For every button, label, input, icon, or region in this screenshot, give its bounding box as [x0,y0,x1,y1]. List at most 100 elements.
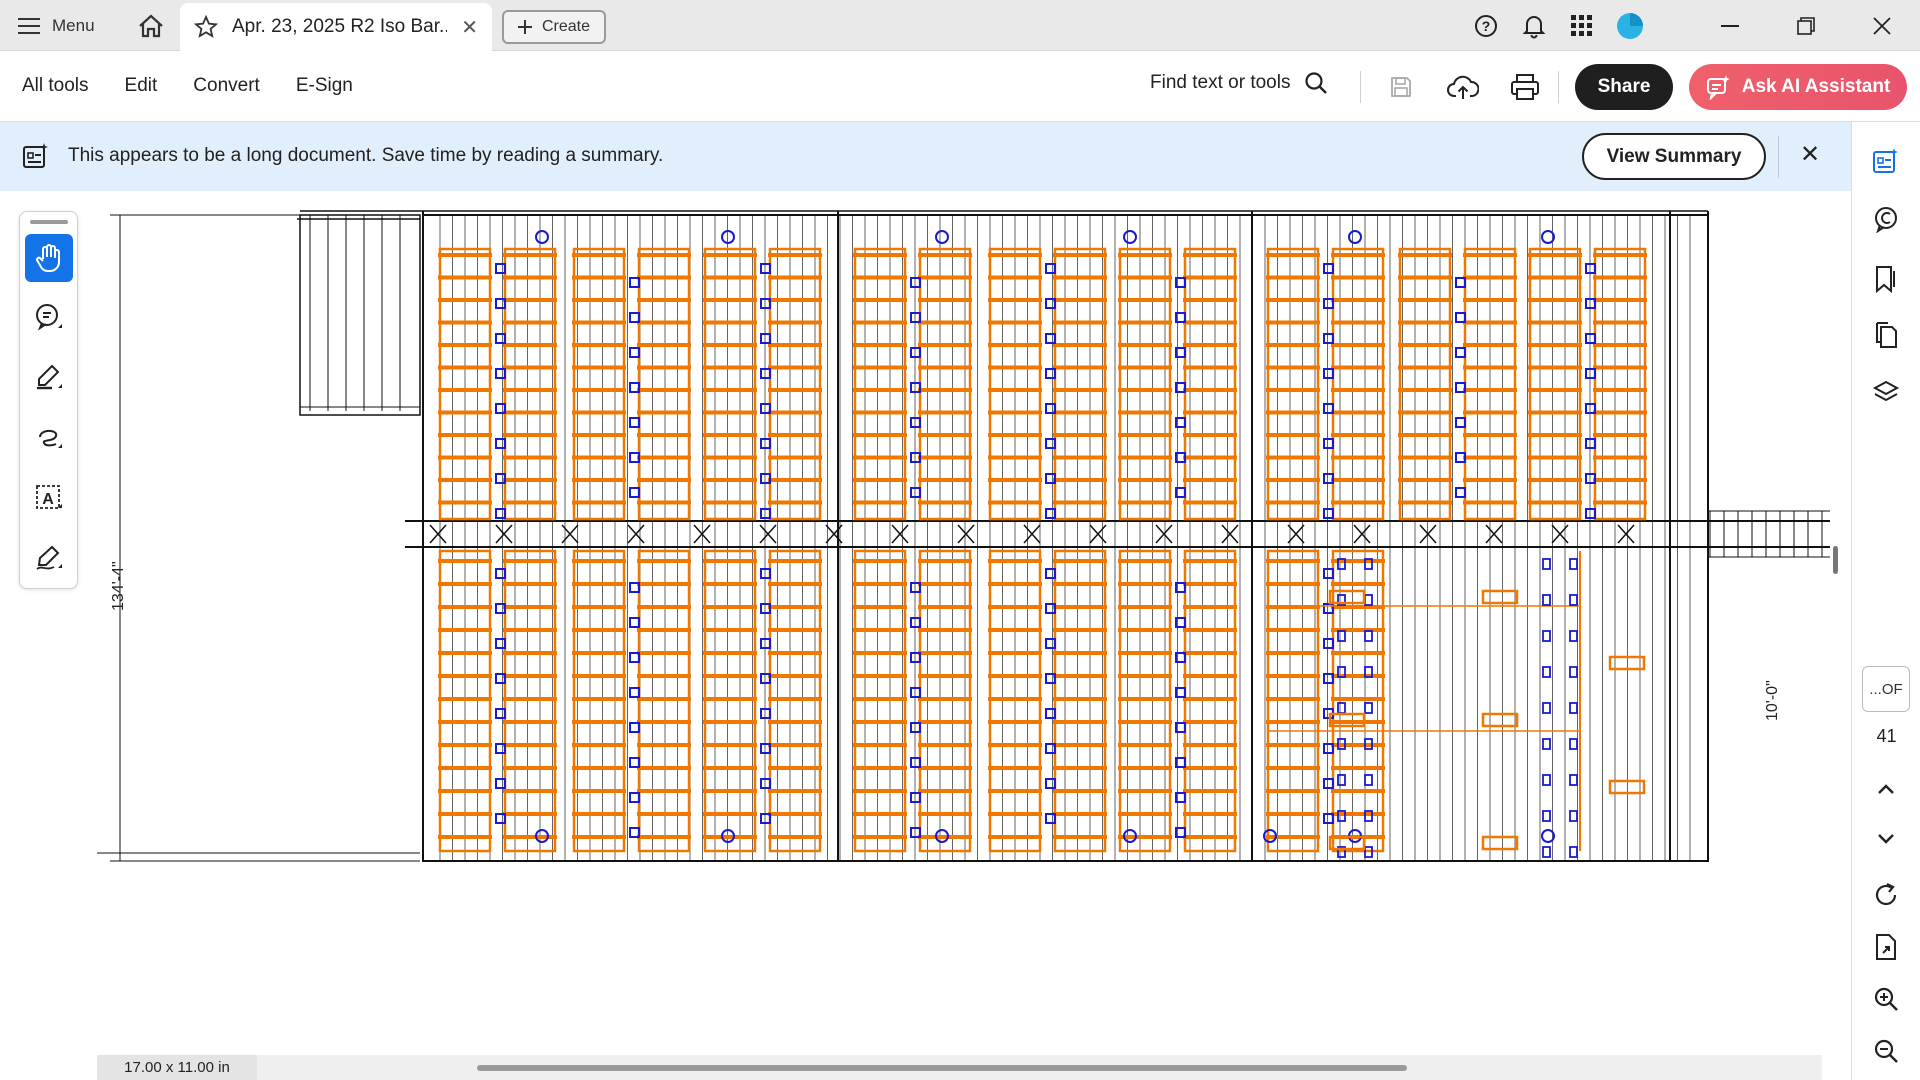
generative-summary-icon [1873,148,1898,173]
banner-close-icon[interactable]: ✕ [1800,141,1821,168]
layers-icon [1872,380,1900,402]
quick-tools-panel: A [19,211,78,589]
create-label: Create [541,18,591,35]
close-window-icon [1873,16,1891,35]
esign-menu[interactable]: E-Sign [295,75,353,96]
minimize-icon [1721,24,1739,27]
all-tools-menu[interactable]: All tools [22,75,89,96]
avatar-icon [1617,12,1643,39]
chevron-down-icon [1878,834,1894,844]
comment-tool-button[interactable] [25,294,73,342]
menu-button[interactable]: Menu [18,10,95,42]
ask-ai-label: Ask AI Assistant [1741,76,1891,97]
edit-menu[interactable]: Edit [124,75,158,96]
restore-icon [1797,16,1815,35]
rotate-icon [1875,883,1897,906]
avatar[interactable] [1606,0,1654,51]
pages-rail-button[interactable] [1869,318,1903,352]
hand-icon [36,244,60,273]
bell-icon [1522,15,1546,38]
menu-label: Menu [52,16,95,35]
text-box-icon: A [36,485,62,509]
ask-ai-assistant-button[interactable]: Ask AI Assistant [1689,64,1907,110]
print-button[interactable] [1508,71,1542,103]
home-icon [139,14,163,38]
highlighter-icon [37,364,62,390]
help-icon: ? [1475,14,1497,37]
view-summary-button[interactable]: View Summary [1582,133,1766,180]
comments-rail-button[interactable] [1869,202,1903,236]
toolbar-divider [1360,71,1361,103]
highlight-tool-button[interactable] [25,354,73,402]
main-toolbar: All tools Edit Convert E-Sign Find text … [0,51,1920,122]
freehand-draw-icon [39,429,62,448]
page-number-input[interactable]: ...OF [1862,666,1910,712]
document-viewport[interactable]: 134'-4" 10'-0" A 17.00 x 11.00 in [0,191,1851,1080]
layers-rail-button[interactable] [1869,376,1903,410]
svg-text:?: ? [1482,18,1491,34]
star-icon[interactable] [194,15,218,39]
banner-message: This appears to be a long document. Save… [68,145,664,166]
draw-tool-button[interactable] [25,414,73,462]
tab-bar: Menu Apr. 23, 2025 R2 Iso Bar... ✕ Creat… [0,0,1920,51]
search-icon [1305,72,1328,94]
panel-drag-handle[interactable] [30,220,68,224]
apps-grid-icon [1571,14,1592,36]
page-total-count: 41 [1876,726,1897,746]
ai-assistant-icon [1706,75,1730,100]
dimension-right: 10'-0" [1764,680,1781,721]
svg-text:A: A [42,491,54,508]
save-icon [1391,77,1411,97]
next-page-button[interactable] [1869,822,1903,856]
minimize-button[interactable] [1692,0,1768,51]
floor-plan-drawing [97,210,1830,862]
save-button[interactable] [1384,71,1418,103]
close-window-button[interactable] [1844,0,1920,51]
summary-icon [23,143,48,168]
cloud-upload-icon [1447,75,1479,99]
upload-cloud-button[interactable] [1446,71,1480,103]
tab-title: Apr. 23, 2025 R2 Iso Bar... [232,16,448,37]
plus-icon [517,20,532,34]
right-rail: ...OF 41 [1851,122,1920,1080]
restore-button[interactable] [1768,0,1844,51]
convert-menu[interactable]: Convert [193,75,260,96]
pages-icon [1876,322,1897,348]
add-comment-icon [36,304,62,331]
bookmark-icon [1876,266,1895,293]
status-bar: 17.00 x 11.00 in [97,1055,1822,1080]
print-icon [1511,74,1539,100]
zoom-out-button[interactable] [1869,1034,1903,1068]
previous-page-button[interactable] [1869,772,1903,806]
rotate-button[interactable] [1869,878,1903,912]
zoom-in-button[interactable] [1869,982,1903,1016]
find-text-tools[interactable]: Find text or tools [1150,71,1328,95]
signature-pen-icon [36,545,62,570]
horizontal-scrollbar[interactable] [477,1065,1407,1071]
home-button[interactable] [134,11,168,41]
share-button[interactable]: Share [1575,64,1673,110]
toolbar-divider [1558,71,1559,103]
document-tab[interactable]: Apr. 23, 2025 R2 Iso Bar... ✕ [180,3,492,51]
find-label: Find text or tools [1150,72,1291,93]
bookmarks-rail-button[interactable] [1869,262,1903,296]
vertical-scrollbar[interactable] [1833,546,1838,574]
comment-icon [1875,207,1897,233]
fit-page-icon [1876,934,1896,960]
sign-tool-button[interactable] [25,534,73,582]
summary-banner: This appears to be a long document. Save… [0,122,1851,191]
chevron-up-icon [1878,784,1894,794]
text-tool-button[interactable]: A [25,474,73,522]
hamburger-icon [18,18,40,34]
apps-button[interactable] [1558,0,1606,51]
notifications-button[interactable] [1510,0,1558,51]
banner-divider [1778,136,1779,178]
ai-summary-rail-button[interactable] [1869,144,1903,178]
hand-tool-button[interactable] [25,234,73,282]
zoom-in-icon [1874,987,1898,1011]
close-icon[interactable]: ✕ [461,16,478,39]
create-button[interactable]: Create [502,10,606,44]
fit-page-button[interactable] [1869,930,1903,964]
dimension-vertical: 134'-4" [110,561,127,611]
help-button[interactable]: ? [1462,0,1510,51]
